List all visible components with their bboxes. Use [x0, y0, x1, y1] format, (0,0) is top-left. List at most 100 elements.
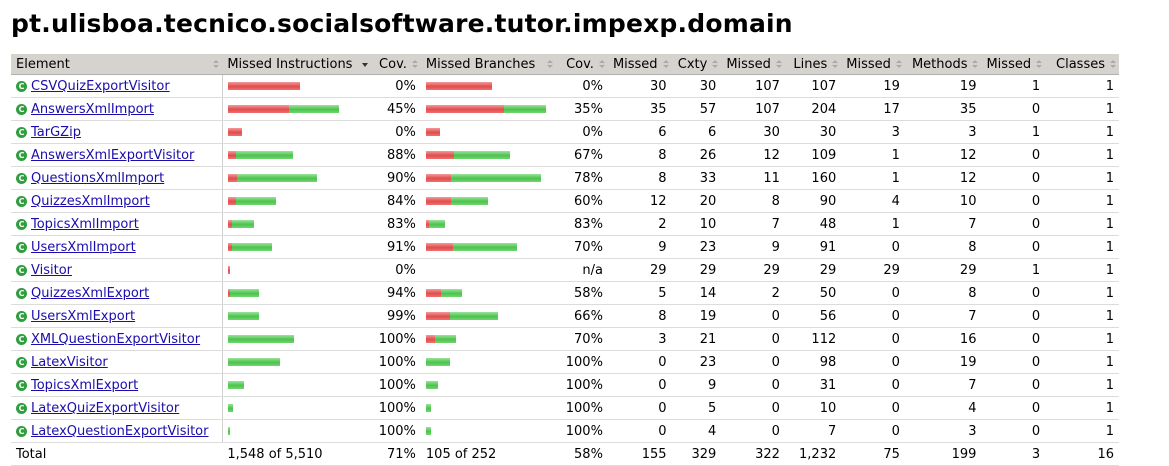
class-link[interactable]: TopicsXmlExport [31, 378, 139, 393]
header-missed-branches[interactable]: Missed Branches [420, 54, 556, 75]
class-link[interactable]: TarGZip [31, 125, 81, 140]
class-link-wrapper[interactable]: C UsersXmlImport [16, 240, 136, 255]
header-methods[interactable]: Methods [904, 54, 982, 75]
class-link-wrapper[interactable]: C QuestionsXmlImport [16, 171, 164, 186]
class-link-wrapper[interactable]: C XMLQuestionExportVisitor [16, 332, 200, 347]
complexity: 26 [671, 143, 722, 167]
header-lines[interactable]: Lines [784, 54, 842, 75]
instr-coverage: 0% [371, 258, 421, 282]
lines: 48 [784, 212, 842, 236]
header-branch-coverage[interactable]: Cov. [555, 54, 608, 75]
branch-missed-segment [425, 82, 492, 90]
missed-complexity: 8 [607, 143, 672, 167]
class-link-wrapper[interactable]: C AnswersXmlExportVisitor [16, 148, 194, 163]
class-link[interactable]: UsersXmlImport [31, 240, 136, 255]
methods: 12 [904, 143, 982, 167]
class-icon: C [16, 426, 27, 437]
class-link-wrapper[interactable]: C LatexQuestionExportVisitor [16, 424, 208, 439]
missed-lines: 30 [721, 120, 785, 144]
branch-bar-cell [420, 189, 556, 213]
instruction-covered-segment [235, 151, 293, 159]
instr-coverage: 88% [371, 143, 421, 167]
table-row: C LatexQuizExportVisitor 100% 100% 0 5 0 10 0 4 0 1 [11, 396, 1119, 420]
class-link-wrapper[interactable]: C CSVQuizExportVisitor [16, 79, 170, 94]
complexity: 23 [671, 235, 722, 259]
class-link[interactable]: LatexQuizExportVisitor [31, 401, 180, 416]
lines: 107 [784, 74, 842, 98]
missed-complexity: 8 [607, 166, 672, 190]
instr-bar-cell [221, 281, 372, 305]
table-row: C LatexVisitor 100% 100% 0 23 0 98 0 19 0 1 [11, 350, 1119, 374]
class-icon: C [16, 242, 27, 253]
classes: 1 [1045, 143, 1119, 167]
class-link[interactable]: QuestionsXmlImport [31, 171, 165, 186]
total-complexity: 329 [671, 442, 722, 466]
header-element[interactable]: Element [11, 54, 223, 75]
instr-coverage: 91% [371, 235, 421, 259]
classes: 1 [1045, 74, 1119, 98]
class-link-wrapper[interactable]: C QuizzesXmlExport [16, 286, 149, 301]
instr-coverage: 83% [371, 212, 421, 236]
class-link[interactable]: Visitor [31, 263, 72, 278]
class-icon: C [16, 173, 27, 184]
class-link[interactable]: TopicsXmlImport [31, 217, 139, 232]
class-link-wrapper[interactable]: C AnswersXmlImport [16, 102, 154, 117]
table-row: C UsersXmlImport 91% 70% 9 23 9 91 0 8 0 1 [11, 235, 1119, 259]
classes: 1 [1045, 166, 1119, 190]
header-complexity[interactable]: Cxty [671, 54, 722, 75]
class-link-wrapper[interactable]: C TarGZip [16, 125, 81, 140]
methods: 10 [904, 189, 982, 213]
class-link[interactable]: XMLQuestionExportVisitor [31, 332, 201, 347]
header-missed-lines[interactable]: Missed [721, 54, 785, 75]
total-row: Total 1,548 of 5,510 71% 105 of 252 58% … [11, 442, 1119, 466]
class-link[interactable]: AnswersXmlExportVisitor [31, 148, 195, 163]
table-row: C UsersXmlExport 99% 66% 8 19 0 56 0 7 0 1 [11, 304, 1119, 328]
branch-coverage: 35% [555, 97, 608, 121]
instruction-bar [227, 289, 367, 297]
header-missed-classes[interactable]: Missed [981, 54, 1046, 75]
class-link[interactable]: QuizzesXmlExport [31, 286, 150, 301]
branch-covered-segment [425, 404, 431, 412]
complexity: 21 [671, 327, 722, 351]
class-link-wrapper[interactable]: C LatexQuizExportVisitor [16, 401, 179, 416]
missed-methods: 0 [841, 235, 905, 259]
missed-methods: 0 [841, 373, 905, 397]
branch-covered-segment [453, 151, 510, 159]
header-missed-methods[interactable]: Missed [841, 54, 905, 75]
class-link-wrapper[interactable]: C TopicsXmlImport [16, 217, 139, 232]
missed-classes: 0 [981, 97, 1046, 121]
element-cell: C LatexQuizExportVisitor [11, 396, 223, 420]
class-link[interactable]: LatexQuestionExportVisitor [31, 424, 209, 439]
branch-coverage: 66% [555, 304, 608, 328]
missed-classes: 0 [981, 235, 1046, 259]
class-link-wrapper[interactable]: C UsersXmlExport [16, 309, 135, 324]
header-missed-complexity[interactable]: Missed [607, 54, 672, 75]
branch-coverage: 70% [555, 235, 608, 259]
class-link[interactable]: CSVQuizExportVisitor [31, 79, 170, 94]
instr-bar-cell [221, 212, 372, 236]
instr-bar-cell [221, 304, 372, 328]
methods: 7 [904, 373, 982, 397]
header-instr-coverage[interactable]: Cov. [371, 54, 421, 75]
class-link[interactable]: UsersXmlExport [31, 309, 136, 324]
missed-classes: 0 [981, 304, 1046, 328]
class-link-wrapper[interactable]: C Visitor [16, 263, 72, 278]
instruction-missed-segment [227, 266, 230, 274]
class-icon: C [16, 357, 27, 368]
table-row: C XMLQuestionExportVisitor 100% 70% 3 21 0 112 0… [11, 327, 1119, 351]
instruction-covered-segment [231, 220, 254, 228]
classes: 1 [1045, 350, 1119, 374]
class-link-wrapper[interactable]: C QuizzesXmlImport [16, 194, 150, 209]
classes: 1 [1045, 373, 1119, 397]
header-classes[interactable]: Classes [1045, 54, 1119, 75]
missed-classes: 0 [981, 327, 1046, 351]
instr-bar-cell [221, 258, 372, 282]
header-missed-instructions[interactable]: Missed Instructions [222, 54, 372, 75]
branch-coverage: 100% [555, 419, 608, 443]
class-link[interactable]: LatexVisitor [31, 355, 108, 370]
classes: 1 [1045, 258, 1119, 282]
class-link[interactable]: QuizzesXmlImport [31, 194, 150, 209]
class-link-wrapper[interactable]: C TopicsXmlExport [16, 378, 138, 393]
class-link[interactable]: AnswersXmlImport [31, 102, 154, 117]
class-link-wrapper[interactable]: C LatexVisitor [16, 355, 108, 370]
